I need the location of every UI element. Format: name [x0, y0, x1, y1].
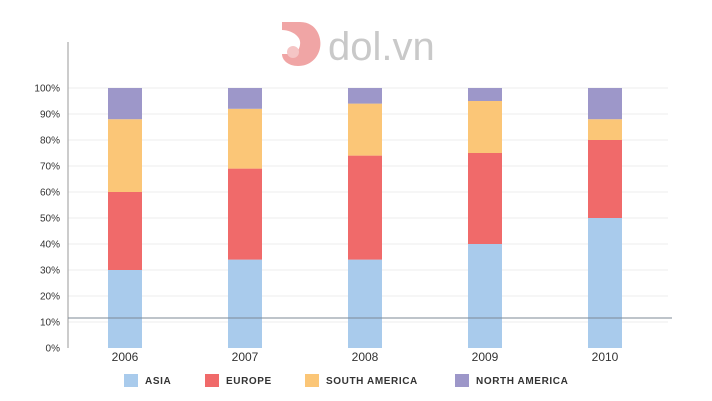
legend-swatch: [305, 374, 319, 387]
x-tick-label: 2009: [472, 350, 499, 364]
bar-segment-europe: [348, 155, 382, 260]
y-tick-label: 100%: [34, 84, 60, 95]
y-tick-label: 50%: [40, 214, 60, 225]
legend-label: SOUTH AMERICA: [326, 376, 418, 387]
legend-swatch: [205, 374, 219, 387]
x-tick-label: 2006: [112, 350, 139, 364]
legend: ASIA EUROPE SOUTH AMERICA NORTH AMERICA: [124, 374, 568, 387]
bar-segment-europe: [108, 192, 142, 270]
bar-segment-north-america: [108, 88, 142, 120]
bar-segment-south-america: [108, 119, 142, 192]
bar-segment-north-america: [228, 88, 262, 109]
bar-segment-north-america: [348, 88, 382, 104]
x-tick-label: 2010: [592, 350, 619, 364]
y-tick-label: 10%: [40, 318, 60, 329]
bar-segment-north-america: [588, 88, 622, 120]
bar-segment-europe: [228, 168, 262, 260]
bar-segment-europe: [468, 153, 502, 244]
legend-label: ASIA: [145, 376, 171, 387]
axes: [67, 42, 672, 348]
y-tick-label: 70%: [40, 162, 60, 173]
bar-segment-asia: [468, 244, 502, 348]
y-tick-label: 0%: [46, 344, 61, 355]
bar-segment-south-america: [468, 101, 502, 153]
bar-segment-south-america: [348, 103, 382, 156]
y-tick-label: 30%: [40, 266, 60, 277]
bar-segment-asia: [108, 270, 142, 348]
x-tick-label: 2007: [232, 350, 259, 364]
bar-segment-south-america: [588, 119, 622, 140]
y-tick-label: 80%: [40, 136, 60, 147]
legend-swatch: [124, 374, 138, 387]
dol-logo-icon: [282, 22, 321, 66]
logo: dol.vn: [282, 22, 435, 69]
y-tick-label: 60%: [40, 188, 60, 199]
logo-text: dol.vn: [328, 25, 435, 69]
bar-segment-asia: [348, 259, 382, 348]
bar-segment-asia: [588, 218, 622, 348]
y-tick-labels: 0% 10% 20% 30% 40% 50% 60% 70% 80% 90% 100%: [34, 84, 60, 355]
legend-swatch: [455, 374, 469, 387]
x-tick-label: 2008: [352, 350, 379, 364]
bar-segment-south-america: [228, 108, 262, 169]
bars: [108, 88, 622, 348]
bar-segment-asia: [228, 259, 262, 348]
legend-label: EUROPE: [226, 376, 272, 387]
y-tick-label: 90%: [40, 110, 60, 121]
legend-label: NORTH AMERICA: [476, 376, 568, 387]
x-tick-labels: 2006 2007 2008 2009 2010: [112, 350, 619, 364]
y-tick-label: 40%: [40, 240, 60, 251]
y-tick-label: 20%: [40, 292, 60, 303]
bar-segment-north-america: [468, 88, 502, 101]
bar-segment-europe: [588, 140, 622, 218]
